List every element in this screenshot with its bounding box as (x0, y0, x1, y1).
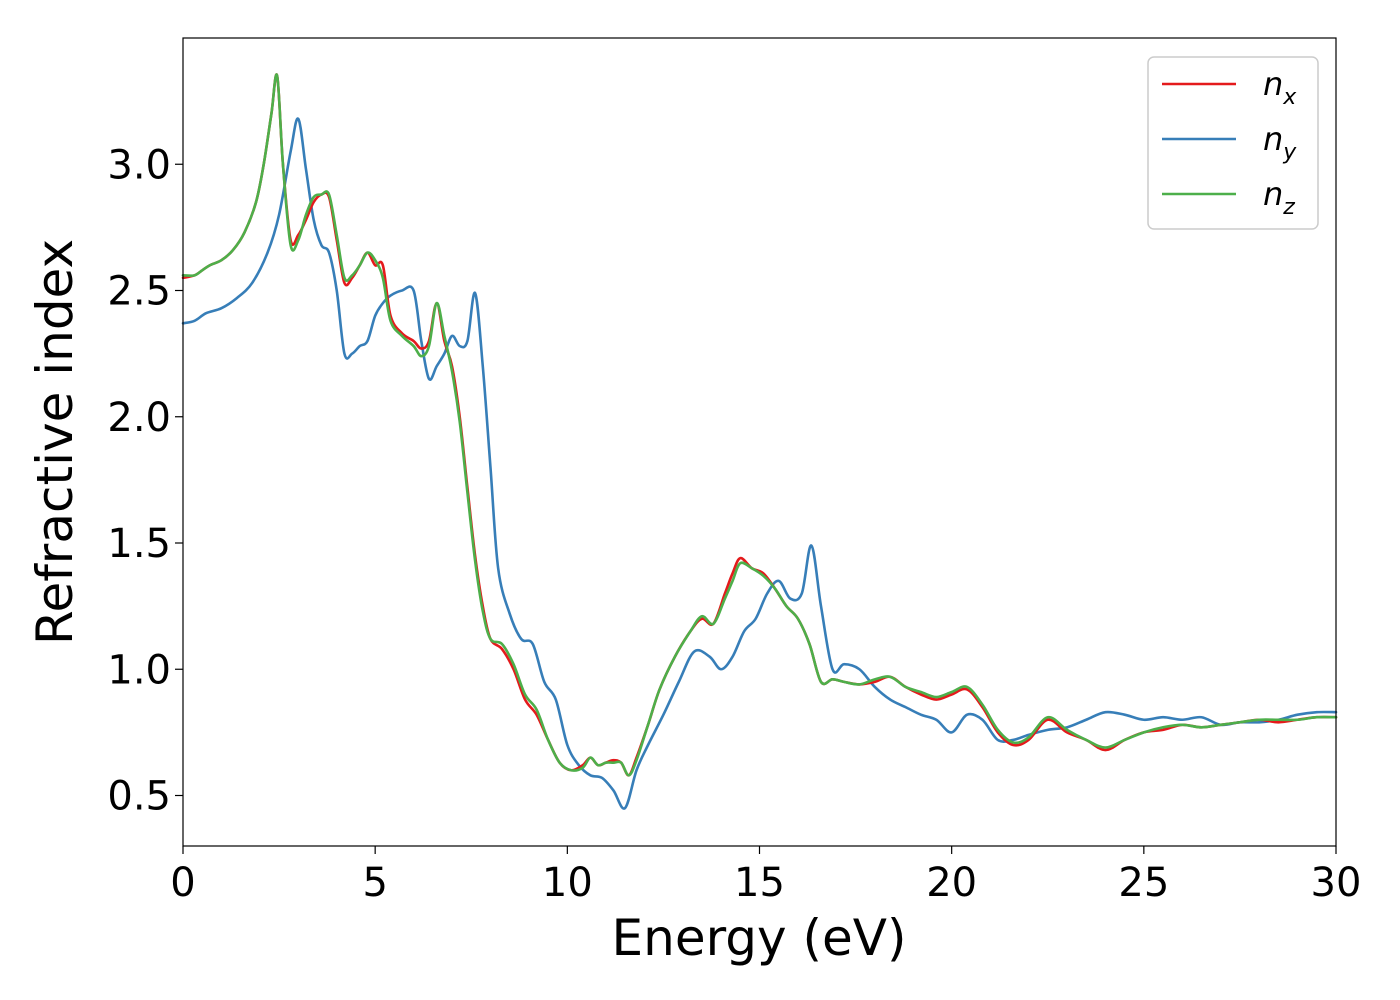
y-tick-label: 2.5 (107, 269, 171, 315)
legend-label-main: n (1263, 120, 1283, 158)
legend-label-n_z: nz (1263, 175, 1295, 220)
x-tick-label: 30 (1311, 860, 1362, 906)
x-tick-label: 15 (734, 860, 785, 906)
x-tick-label: 10 (542, 860, 593, 906)
x-axis-label: Energy (eV) (612, 909, 907, 967)
y-tick-label: 1.0 (107, 647, 171, 693)
x-tick-label: 5 (362, 860, 387, 906)
x-tick-label: 25 (1118, 860, 1169, 906)
legend-label-subscript: x (1282, 85, 1297, 110)
y-tick-label: 0.5 (107, 774, 171, 820)
y-axis-ticks: 0.5 1.0 1.5 2.0 2.5 3.0 (107, 142, 183, 820)
legend-label-subscript: z (1282, 195, 1295, 220)
legend-label-main: n (1263, 175, 1283, 213)
y-tick-label: 3.0 (107, 142, 171, 188)
y-tick-label: 2.0 (107, 395, 171, 441)
legend-label-n_x: nx (1263, 65, 1297, 110)
legend-box (1147, 56, 1319, 230)
x-axis-ticks: 0 5 10 15 20 25 30 (170, 846, 1361, 906)
x-tick-label: 0 (170, 860, 195, 906)
series-line-n_z (181, 73, 1338, 777)
legend-label-n_y: ny (1263, 120, 1297, 165)
y-tick-label: 1.5 (107, 521, 171, 567)
plot-lines (181, 73, 1338, 810)
x-tick-label: 20 (926, 860, 977, 906)
y-axis-label: Refractive index (26, 239, 84, 645)
legend-label-subscript: y (1282, 140, 1297, 165)
series-line-n_y (181, 117, 1338, 810)
legend-label-main: n (1263, 65, 1283, 103)
